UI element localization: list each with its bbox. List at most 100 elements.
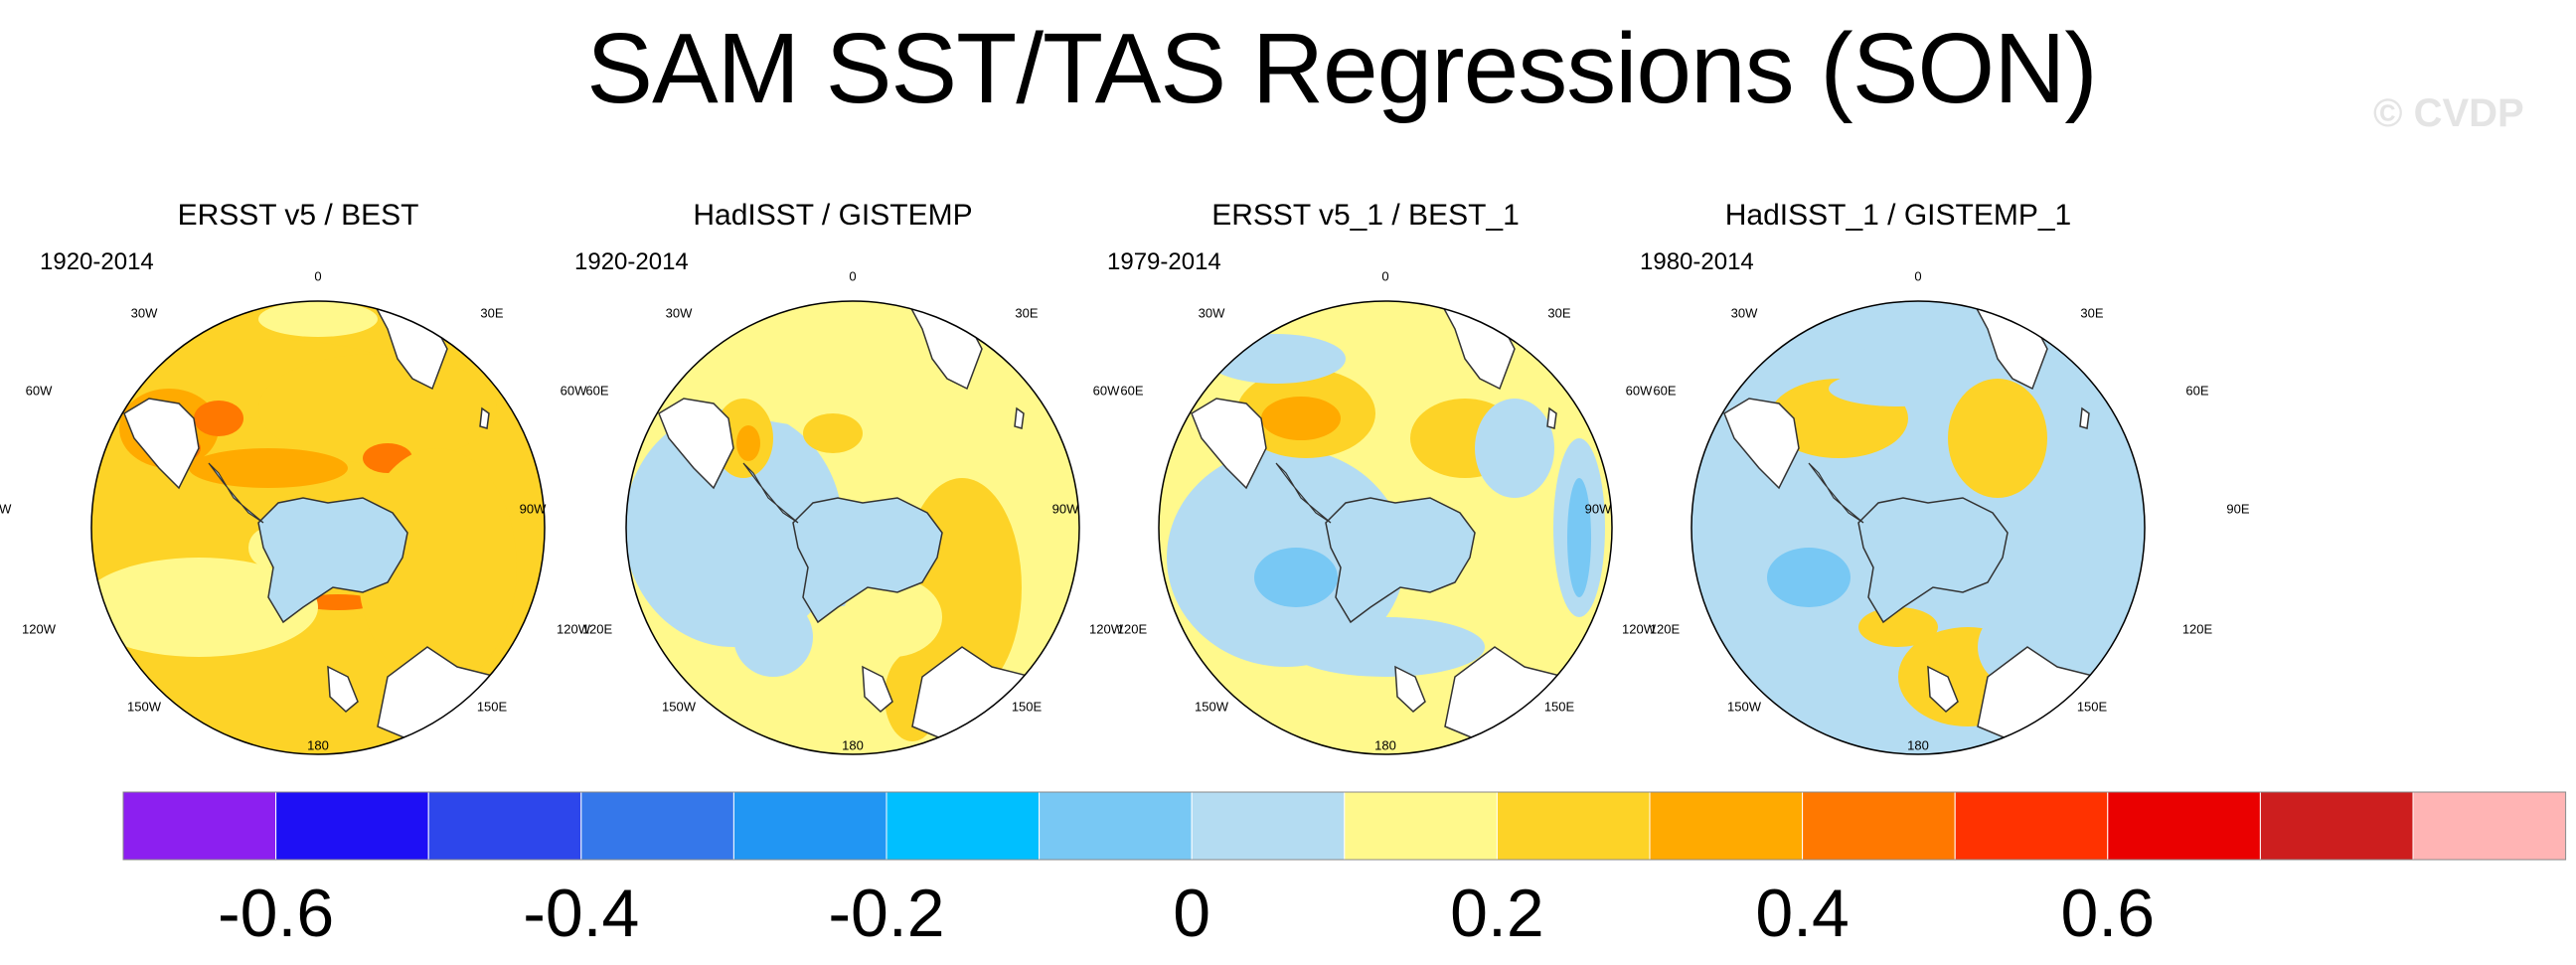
- land-outline: [123, 398, 200, 490]
- colorbar-tick-label: -0.4: [523, 876, 639, 951]
- lon-label: 180: [842, 737, 864, 753]
- lon-label: 30E: [480, 305, 504, 321]
- polar-map: [90, 300, 546, 755]
- colorbar-box: [2412, 791, 2567, 861]
- field-contour: [843, 577, 942, 657]
- lon-label: 120E: [581, 621, 613, 637]
- panel-title: ERSST v5 / BEST: [177, 199, 419, 232]
- lon-label: 30W: [130, 305, 158, 321]
- lon-label: 0: [314, 268, 322, 284]
- lon-label: 150W: [127, 699, 161, 715]
- land-outline: [2079, 406, 2090, 429]
- colorbar-frame: [122, 791, 2567, 861]
- lon-label: 150E: [1011, 699, 1043, 715]
- field-contour: [194, 401, 243, 436]
- lon-label: 180: [307, 737, 329, 753]
- colorbar-box: [275, 791, 429, 861]
- peninsula-outline: [1808, 462, 1864, 524]
- map-panel: ERSST v5 / BEST1920-2014030E60E90E120E15…: [0, 199, 650, 755]
- colorbar-box: [1344, 791, 1498, 861]
- lon-label: 30W: [665, 305, 693, 321]
- colorbar-box: [580, 791, 734, 861]
- land-outline: [479, 406, 490, 429]
- land-outline: [327, 665, 359, 714]
- lon-label: 90E: [2226, 501, 2250, 517]
- lon-label: 30W: [1198, 305, 1225, 321]
- lon-label: 90W: [1051, 501, 1079, 517]
- field-contour: [733, 597, 813, 677]
- land-outline: [1927, 665, 1959, 714]
- antarctica-outline: [1857, 497, 2009, 624]
- lon-label: 60E: [2185, 383, 2209, 399]
- panel-period: 1980-2014: [1640, 248, 1754, 275]
- lon-label: 60E: [585, 383, 609, 399]
- map-panel: HadISST_1 / GISTEMP_1 1980-2014 0 30E 60E 90E…: [1585, 199, 2250, 755]
- colorbar-tick-label: -0.2: [828, 876, 944, 951]
- colorbar-box: [1496, 791, 1651, 861]
- field-contour: [1829, 371, 1968, 406]
- field-contour: [1475, 399, 1554, 498]
- land-outline: [658, 398, 734, 490]
- colorbar-box: [1802, 791, 1956, 861]
- colorbar-tick-label: 0.4: [1755, 876, 1850, 951]
- field-contour: [91, 558, 318, 657]
- lon-label: 120W: [557, 621, 590, 637]
- colorbar-tick-label: 0.2: [1450, 876, 1544, 951]
- land-outline: [862, 665, 893, 714]
- lon-label: 30E: [1015, 305, 1039, 321]
- map-panel: HadISST / GISTEMP1920-2014030E60E90E120E…: [520, 199, 1185, 755]
- field-contour: [258, 301, 378, 337]
- map-border: [1158, 300, 1613, 755]
- lon-label: 60W: [560, 383, 587, 399]
- antarctica-outline: [257, 497, 408, 624]
- lon-label: 120E: [1649, 621, 1681, 637]
- polar-map: [1158, 300, 1613, 755]
- lon-label: 60E: [1120, 383, 1144, 399]
- peninsula-outline: [208, 462, 264, 524]
- colorbar-box: [2259, 791, 2414, 861]
- lon-label: 150E: [1543, 699, 1575, 715]
- field-contour: [1254, 548, 1338, 607]
- land-outline: [1191, 398, 1267, 490]
- colorbar-box: [886, 791, 1041, 861]
- field-contour: [1767, 548, 1851, 607]
- field-contour: [1858, 607, 1938, 647]
- field-contour: [1764, 341, 1873, 377]
- colorbar-box: [732, 791, 887, 861]
- field-contour: [736, 425, 760, 461]
- land-outline: [1014, 406, 1025, 429]
- lon-label: 120E: [1116, 621, 1148, 637]
- panel-period: 1920-2014: [40, 248, 154, 275]
- lon-label: 120W: [22, 621, 56, 637]
- antarctica-outline: [1325, 497, 1476, 624]
- panel-period: 1979-2014: [1107, 248, 1221, 275]
- map-panel: ERSST v5_1 / BEST_11979-2014030E60E90E12…: [1052, 199, 1717, 755]
- lon-label: 60W: [25, 383, 53, 399]
- field-contour: [1948, 379, 2047, 498]
- colorbar-box: [1954, 791, 2109, 861]
- peninsula-outline: [1275, 462, 1332, 524]
- colorbar-tick-label: -0.6: [218, 876, 334, 951]
- panel-title: HadISST_1 / GISTEMP_1: [1724, 199, 2072, 232]
- lon-label: 0: [849, 268, 857, 284]
- lon-label: 60W: [1625, 383, 1653, 399]
- antarctica-outline: [792, 497, 943, 624]
- field-contour: [358, 448, 517, 687]
- field-contour: [803, 413, 863, 453]
- map-border: [90, 300, 546, 755]
- lon-label: 30E: [1547, 305, 1571, 321]
- lon-label: 150E: [2076, 699, 2108, 715]
- colorbar-box: [122, 791, 277, 861]
- lon-label: 0: [1381, 268, 1389, 284]
- lon-label: 180: [1374, 737, 1396, 753]
- field-contour: [1286, 617, 1485, 677]
- field-contour: [2094, 438, 2130, 577]
- peninsula-outline: [742, 462, 799, 524]
- lon-label: 90W: [1584, 501, 1612, 517]
- field-contour: [298, 594, 378, 610]
- lon-label: 30W: [1730, 305, 1758, 321]
- polar-map: [1690, 300, 2146, 755]
- colorbar-box: [1191, 791, 1346, 861]
- panel-title: HadISST / GISTEMP: [693, 199, 973, 232]
- map-border: [625, 300, 1080, 755]
